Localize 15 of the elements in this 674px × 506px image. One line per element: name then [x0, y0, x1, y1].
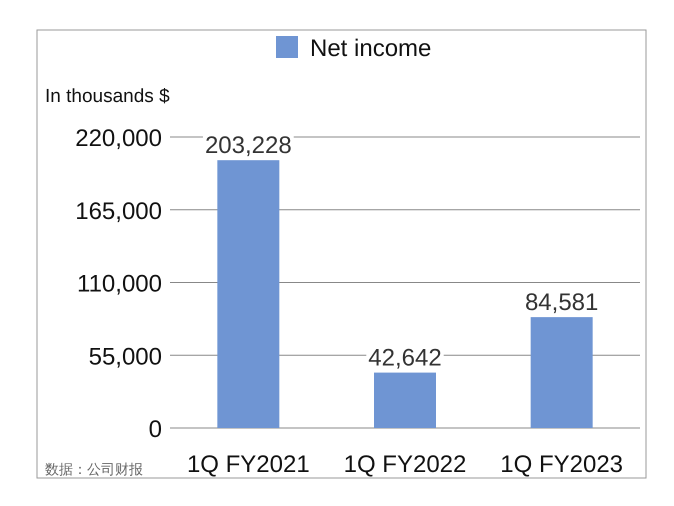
data-label: 84,581 [524, 289, 598, 316]
data-label: 203,228 [204, 132, 292, 160]
text: 数据：公司财报 [45, 461, 143, 477]
data-label: 42,642 [368, 344, 442, 372]
y-tick-label: 165,000 [75, 198, 162, 225]
y-tick-label: 0 [148, 416, 162, 443]
y-tick-label: 220,000 [75, 125, 162, 152]
y-tick-label: 110,000 [77, 270, 162, 298]
x-tick-label: 1Q FY2023 [500, 451, 624, 478]
y-axis-title: In thousands $ [45, 86, 170, 107]
bar [530, 316, 593, 428]
y-tick-label: 55,000 [88, 343, 162, 370]
x-tick-label: 1Q FY2022 [344, 451, 466, 478]
x-tick-label: 1Q FY2021 [186, 451, 310, 478]
legend-label: Net income [310, 35, 432, 62]
